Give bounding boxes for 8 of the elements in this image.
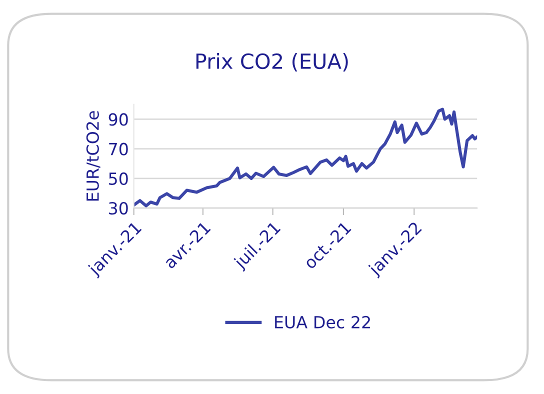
line-series bbox=[134, 108, 478, 208]
y-tick-label: 30 bbox=[109, 202, 128, 215]
y-axis-title: EUR/tCO2e bbox=[86, 111, 100, 201]
chart-title: Prix CO2 (EUA) bbox=[196, 52, 348, 72]
y-tick-label: 70 bbox=[109, 142, 128, 156]
y-tick-label: 50 bbox=[109, 172, 128, 185]
legend-label: EUA Dec 22 bbox=[275, 316, 370, 328]
y-tick-label: 90 bbox=[108, 113, 128, 126]
